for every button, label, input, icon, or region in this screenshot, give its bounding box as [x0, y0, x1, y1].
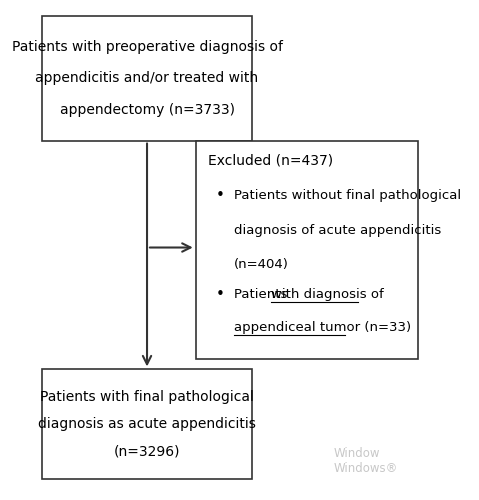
FancyBboxPatch shape [42, 16, 252, 140]
Text: (n=3296): (n=3296) [114, 444, 180, 458]
Text: appendicitis and/or treated with: appendicitis and/or treated with [35, 72, 259, 86]
Text: Excluded (n=437): Excluded (n=437) [208, 154, 333, 168]
Text: diagnosis of acute appendicitis: diagnosis of acute appendicitis [234, 224, 441, 236]
Text: Patients with final pathological: Patients with final pathological [40, 390, 254, 404]
Text: Patients: Patients [234, 288, 292, 301]
Text: Patients with preoperative diagnosis of: Patients with preoperative diagnosis of [11, 40, 283, 54]
FancyBboxPatch shape [42, 370, 252, 478]
Text: appendiceal tumor (n=33): appendiceal tumor (n=33) [234, 320, 411, 334]
Text: with diagnosis of: with diagnosis of [272, 288, 384, 301]
Text: Window
Windows®: Window Windows® [333, 448, 398, 475]
Text: •: • [216, 188, 225, 203]
FancyBboxPatch shape [195, 140, 418, 360]
Text: •: • [216, 287, 225, 302]
Text: appendectomy (n=3733): appendectomy (n=3733) [59, 102, 235, 117]
Text: Patients without final pathological: Patients without final pathological [234, 189, 461, 202]
Text: diagnosis as acute appendicitis: diagnosis as acute appendicitis [38, 417, 256, 431]
Text: (n=404): (n=404) [234, 258, 289, 272]
